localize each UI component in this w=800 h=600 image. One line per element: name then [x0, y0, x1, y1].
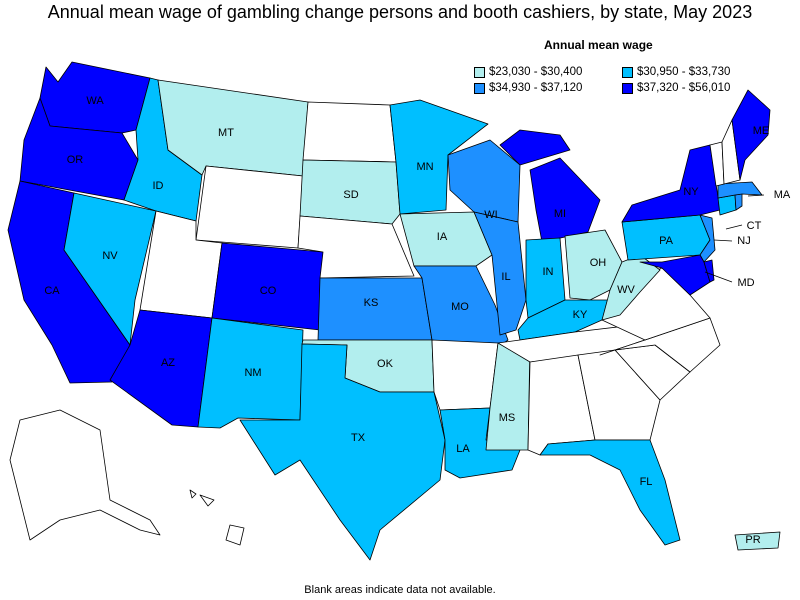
state-label-mo: MO [451, 301, 469, 313]
state-me [731, 89, 771, 181]
state-nv [63, 192, 157, 346]
state-tx [239, 343, 446, 561]
state-label-tx: TX [351, 432, 366, 444]
legend-label: $37,320 - $56,010 [637, 82, 731, 94]
legend-title: Annual mean wage [544, 38, 653, 52]
state-label-mi: MI [554, 208, 566, 220]
state-pr [734, 531, 781, 551]
state-label-mn: MN [416, 161, 433, 173]
state-ia [399, 211, 493, 267]
state-label-fl: FL [640, 476, 653, 488]
state-de [703, 259, 715, 283]
footnote: Blank areas indicate data not available. [304, 584, 496, 596]
state-label-ny: NY [683, 186, 699, 198]
legend-swatch [622, 66, 633, 78]
legend-label: $23,030 - $30,400 [489, 66, 583, 78]
legend-item-bin-2: $30,950 - $33,730 [622, 66, 730, 78]
map-title: Annual mean wage of gambling change pers… [47, 2, 753, 22]
legend-item-bin-3: $34,930 - $37,120 [474, 82, 582, 94]
state-il [473, 211, 527, 336]
state-mn [389, 99, 489, 215]
state-wv [601, 254, 661, 321]
state-label-in: IN [543, 266, 554, 278]
legend-label: $30,950 - $33,730 [637, 66, 731, 78]
state-label-ca: CA [44, 285, 60, 297]
state-label-ky: KY [573, 309, 588, 321]
state-label-mt: MT [218, 127, 234, 139]
state-label-oh: OH [590, 257, 607, 269]
state-label-ma: MA [774, 189, 791, 201]
state-md [639, 254, 711, 296]
state-label-nm: NM [244, 367, 261, 379]
state-ct [717, 194, 737, 216]
state-label-ia: IA [437, 231, 448, 243]
legend-item-bin-4: $37,320 - $56,010 [622, 82, 730, 94]
state-ma [717, 181, 763, 199]
state-label-co: CO [260, 285, 277, 297]
state-ks [317, 277, 433, 341]
state-hi [189, 489, 245, 546]
ct-callout-line [725, 224, 743, 230]
state-label-nv: NV [102, 250, 118, 262]
legend-swatch [474, 66, 485, 78]
legend-label: $34,930 - $37,120 [489, 82, 583, 94]
state-ga [577, 349, 661, 441]
state-fl [539, 439, 681, 546]
state-label-sd: SD [343, 189, 358, 201]
ma-callout-line [747, 194, 765, 197]
state-ny [621, 144, 721, 223]
state-label-nj: NJ [737, 235, 750, 247]
legend-item-bin-1: $23,030 - $30,400 [474, 66, 582, 78]
state-label-id: ID [153, 180, 164, 192]
state-nd [302, 101, 397, 163]
state-nm [197, 317, 304, 429]
state-label-me: ME [753, 125, 770, 137]
state-sd [299, 159, 401, 225]
state-label-or: OR [67, 154, 84, 166]
state-label-wa: WA [86, 95, 104, 107]
md-callout-line [704, 271, 733, 283]
legend-swatch [622, 82, 633, 94]
state-label-az: AZ [161, 357, 175, 369]
state-ak [9, 409, 161, 541]
state-label-la: LA [456, 443, 470, 455]
state-label-wi: WI [484, 209, 497, 221]
state-label-pa: PA [659, 235, 674, 247]
state-label-ks: KS [364, 297, 379, 309]
state-ri [734, 193, 743, 211]
state-mi [499, 129, 601, 243]
legend-swatch [474, 82, 485, 94]
state-label-ms: MS [499, 412, 516, 424]
state-label-pr: PR [745, 534, 760, 546]
state-label-wv: WV [617, 284, 635, 296]
state-ar [431, 339, 499, 411]
state-wy [195, 165, 304, 249]
state-label-md: MD [737, 277, 754, 289]
state-label-il: IL [501, 271, 510, 283]
state-label-ok: OK [377, 358, 394, 370]
state-label-ct: CT [747, 220, 762, 232]
nj-callout-line [713, 239, 733, 242]
